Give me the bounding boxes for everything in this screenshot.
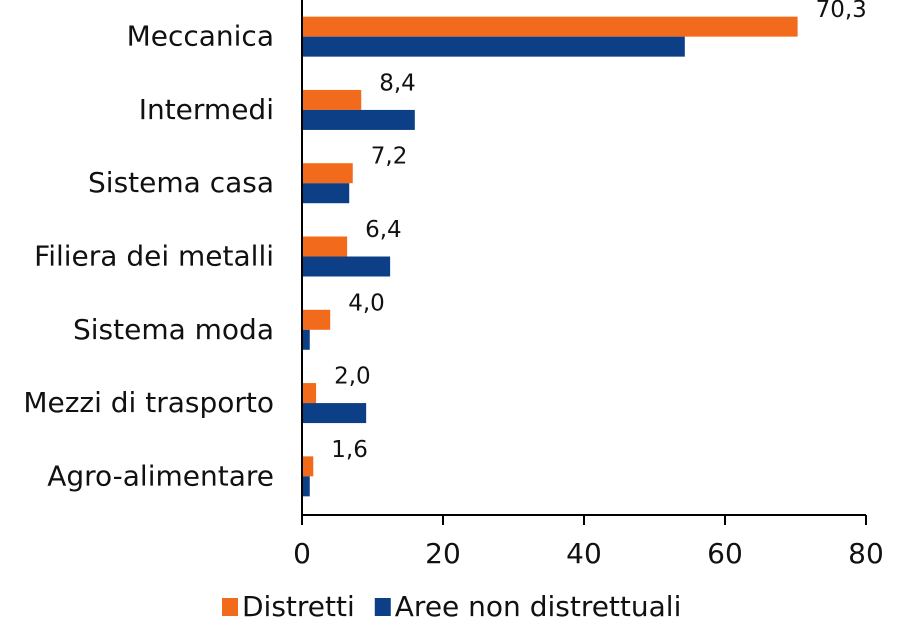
- bar: [302, 403, 367, 424]
- bar: [302, 183, 350, 204]
- y-tick-label: Sistema casa: [88, 166, 274, 199]
- value-label: 8,4: [379, 70, 416, 96]
- y-tick-label: Agro-alimentare: [47, 459, 274, 492]
- y-tick-label: Filiera dei metalli: [34, 240, 274, 273]
- value-label: 6,4: [365, 217, 402, 243]
- value-label: 2,0: [334, 364, 371, 390]
- value-label: 1,6: [331, 437, 368, 463]
- bar: [302, 456, 314, 477]
- value-label: 7,2: [371, 144, 408, 170]
- value-label: 70,3: [816, 0, 867, 23]
- bar: [302, 476, 310, 497]
- x-tick-label: 80: [848, 537, 884, 570]
- bar: [302, 36, 685, 57]
- y-tick-label: Mezzi di trasporto: [23, 386, 274, 419]
- bar: [302, 236, 348, 257]
- x-tick-label: 40: [566, 537, 602, 570]
- bar: [302, 163, 353, 184]
- bar: [302, 383, 317, 404]
- x-tick-label: 60: [707, 537, 743, 570]
- x-tick-label: 20: [425, 537, 461, 570]
- y-tick-label: Meccanica: [127, 20, 274, 53]
- legend-swatch: [374, 598, 391, 616]
- y-tick-label: Intermedi: [139, 93, 274, 126]
- bar: [302, 89, 362, 110]
- y-tick-label: Sistema moda: [73, 313, 274, 346]
- value-label: 4,0: [348, 290, 385, 316]
- x-tick-label: 0: [293, 537, 311, 570]
- bar: [302, 309, 331, 330]
- bar: [302, 109, 415, 130]
- legend-label: Distretti: [242, 590, 355, 623]
- bar: [302, 329, 310, 350]
- bar: [302, 256, 391, 277]
- legend-swatch: [222, 598, 238, 616]
- legend-label: Aree non distrettuali: [395, 590, 682, 623]
- bar: [302, 16, 798, 37]
